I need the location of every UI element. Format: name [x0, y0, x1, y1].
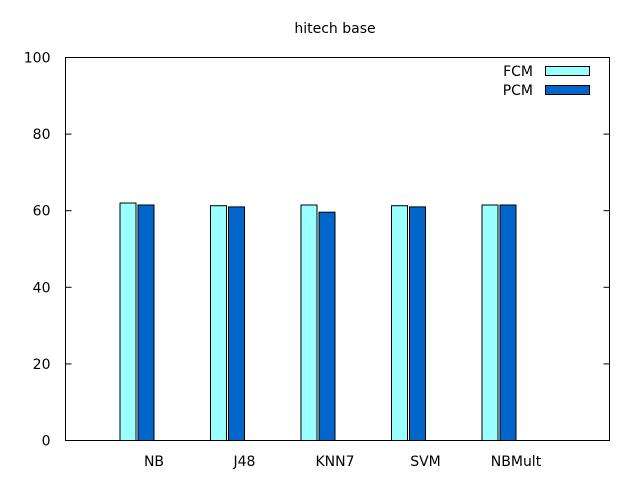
x-tick-label: NB [144, 454, 164, 470]
y-tick-label: 40 [33, 280, 51, 296]
bar-pcm-j48 [228, 206, 245, 441]
bar-pcm-nb [137, 204, 155, 441]
legend-label: PCM [503, 83, 533, 99]
bar-pcm-nbmult [499, 204, 517, 441]
bar-fcm-j48 [210, 205, 227, 441]
y-tick-label: 80 [33, 127, 51, 143]
legend-label: FCM [503, 64, 533, 80]
bar-pcm-knn7 [318, 211, 336, 441]
chart-title: hitech base [294, 21, 375, 37]
y-tick-label: 60 [33, 204, 51, 220]
y-tick-label: 20 [33, 357, 51, 373]
y-tick-label: 0 [42, 434, 51, 450]
legend: FCM PCM [503, 64, 590, 99]
plot-frame [65, 57, 610, 441]
bars [119, 202, 517, 441]
legend-swatch [545, 66, 590, 76]
bar-fcm-nbmult [481, 204, 499, 441]
y-axis: 0 20 40 60 80 100 [24, 51, 610, 450]
y-tick-label: 100 [24, 51, 51, 67]
x-tick-label: KNN7 [315, 454, 354, 470]
x-tick-label: NBMult [491, 454, 542, 470]
bar-fcm-svm [391, 205, 408, 441]
x-tick-label: J48 [233, 454, 256, 470]
bar-fcm-nb [119, 202, 137, 441]
bar-fcm-knn7 [300, 204, 318, 441]
x-axis: NB J48 KNN7 SVM NBMult [144, 454, 542, 470]
legend-swatch [545, 85, 590, 95]
x-tick-label: SVM [410, 454, 441, 470]
bar-pcm-svm [409, 206, 426, 441]
